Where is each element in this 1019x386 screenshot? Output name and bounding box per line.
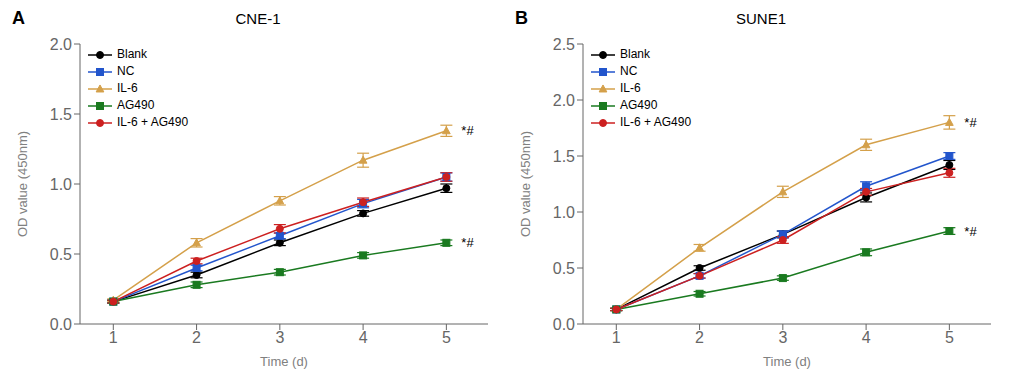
- html-text:A: A: [12, 8, 25, 28]
- svg-text:1: 1: [109, 329, 118, 346]
- svg-text:2: 2: [192, 329, 201, 346]
- svg-text:2.0: 2.0: [553, 92, 575, 109]
- svg-text:*#: *#: [964, 115, 977, 130]
- svg-text:*#: *#: [964, 224, 977, 239]
- svg-text:0.5: 0.5: [50, 246, 72, 263]
- html-text:SUNE1: SUNE1: [736, 10, 786, 27]
- html-text:IL-6 + AG490: IL-6 + AG490: [620, 115, 692, 129]
- html-text:NC: NC: [620, 64, 638, 78]
- svg-text:OD value (450nm): OD value (450nm): [518, 131, 533, 237]
- html-text:Blank: Blank: [117, 47, 147, 61]
- svg-text:2.5: 2.5: [553, 36, 575, 53]
- svg-text:*#: *#: [461, 123, 474, 138]
- svg-text:3: 3: [778, 329, 787, 346]
- html-text:B: B: [515, 8, 528, 28]
- svg-text:4: 4: [862, 329, 871, 346]
- svg-text:Time (d): Time (d): [763, 354, 811, 369]
- html-text:CNE-1: CNE-1: [235, 10, 281, 27]
- svg-text:3: 3: [275, 329, 284, 346]
- svg-text:Time (d): Time (d): [260, 354, 308, 369]
- html-text:IL-6 + AG490: IL-6 + AG490: [117, 115, 189, 129]
- svg-text:1: 1: [612, 329, 621, 346]
- svg-text:0.0: 0.0: [50, 316, 72, 333]
- svg-text:2.0: 2.0: [50, 36, 72, 53]
- svg-text:*#: *#: [461, 235, 474, 250]
- svg-text:1.0: 1.0: [553, 204, 575, 221]
- html-text:AG490: AG490: [117, 98, 155, 112]
- html-text:NC: NC: [117, 64, 135, 78]
- svg-text:0.5: 0.5: [553, 260, 575, 277]
- html-text:IL-6: IL-6: [620, 81, 641, 95]
- html-text:Blank: Blank: [620, 47, 650, 61]
- html-text:IL-6: IL-6: [117, 81, 138, 95]
- svg-text:5: 5: [442, 329, 451, 346]
- svg-text:4: 4: [359, 329, 368, 346]
- svg-text:1.0: 1.0: [50, 176, 72, 193]
- svg-text:2: 2: [695, 329, 704, 346]
- svg-text:0.0: 0.0: [553, 316, 575, 333]
- svg-text:1.5: 1.5: [553, 148, 575, 165]
- svg-text:1.5: 1.5: [50, 106, 72, 123]
- html-text:AG490: AG490: [620, 98, 658, 112]
- svg-text:5: 5: [945, 329, 954, 346]
- svg-text:OD value (450nm): OD value (450nm): [15, 131, 30, 237]
